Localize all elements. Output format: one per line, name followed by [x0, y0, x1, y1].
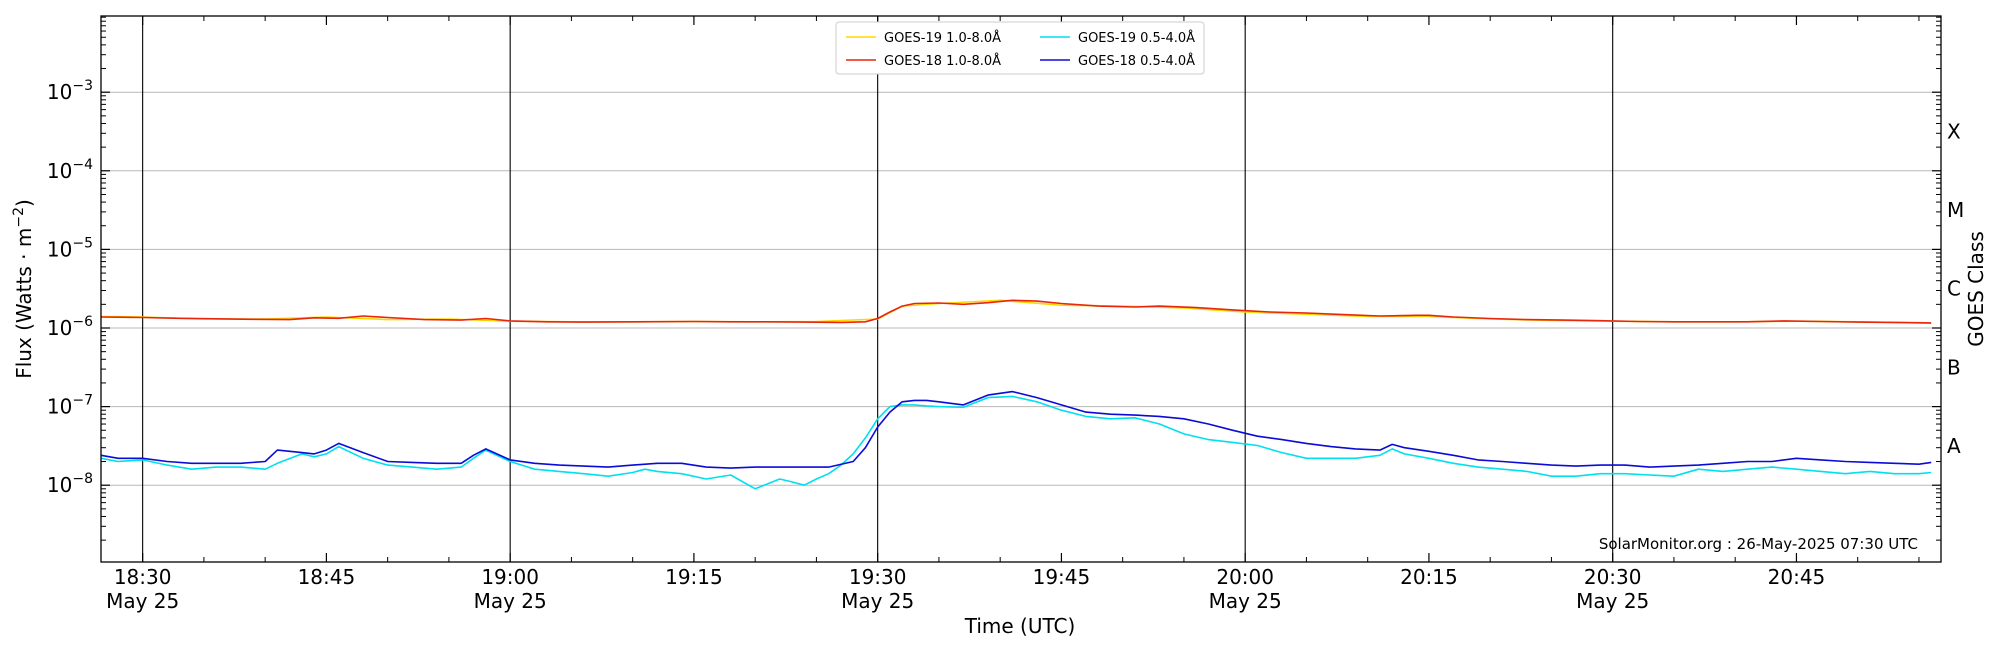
y-tick-base: 10 [47, 80, 72, 104]
y-axis-title-exponent: −2 [11, 207, 27, 228]
y-tick-label: 10−5 [47, 235, 93, 261]
legend-items: GOES-19 1.0-8.0Å GOES-18 1.0-8.0Å GOES-19 … [846, 30, 1195, 69]
x-tick-date: May 25 [106, 589, 179, 613]
x-tick-time: 18:30 [114, 565, 172, 589]
x-tick-time: 18:45 [298, 565, 356, 589]
credit-text: SolarMonitor.org : 26-May-2025 07:30 UTC [1599, 535, 1918, 553]
x-tick-time: 19:15 [665, 565, 723, 589]
goes-class-x: X [1947, 120, 1961, 144]
y-tick-exponent: −8 [72, 471, 93, 487]
y-tick-label: 10−6 [47, 314, 93, 340]
x-tick-date: May 25 [1576, 589, 1649, 613]
legend-label: GOES-18 0.5-4.0Å [1078, 53, 1195, 69]
legend-label: GOES-19 0.5-4.0Å [1078, 30, 1195, 46]
x-tick-time: 19:00 [481, 565, 539, 589]
x-axis-title: Time (UTC) [964, 614, 1076, 638]
goes-class-labels: A B C M X [1947, 120, 1964, 458]
y-tick-label: 10−3 [47, 78, 93, 104]
legend-label: GOES-19 1.0-8.0Å [884, 30, 1001, 46]
vertical-time-lines [142, 16, 1614, 562]
x-tick-date: May 25 [474, 589, 547, 613]
y-tick-exponent: −6 [72, 314, 93, 330]
legend-box [835, 21, 1205, 75]
x-tick-time: 20:45 [1768, 565, 1826, 589]
goes-class-a: A [1947, 434, 1961, 458]
x-tick-date: May 25 [1209, 589, 1282, 613]
y-tick-label: 10−4 [47, 157, 93, 183]
x-tick-time: 19:30 [849, 565, 907, 589]
y-tick-base: 10 [47, 159, 72, 183]
goes-class-b: B [1947, 355, 1961, 379]
legend: GOES-19 1.0-8.0Å GOES-18 1.0-8.0Å GOES-19 … [835, 21, 1205, 75]
y-tick-label: 10−8 [47, 471, 93, 497]
x-tick-date: May 25 [841, 589, 914, 613]
grid-layer [101, 91, 1941, 486]
y-axis-title-main: Flux (Watts · m [12, 228, 36, 379]
legend-label: GOES-18 1.0-8.0Å [884, 53, 1001, 69]
y-tick-exponent: −5 [72, 235, 93, 251]
y-tick-base: 10 [47, 237, 72, 261]
y-tick-exponent: −7 [72, 393, 93, 409]
x-tick-time: 20:15 [1400, 565, 1458, 589]
goes-class-c: C [1947, 277, 1961, 301]
y-tick-label: 10−7 [47, 393, 93, 419]
x-tick-time: 20:00 [1216, 565, 1274, 589]
series-line-4 [100, 390, 1932, 469]
y-tick-base: 10 [47, 316, 72, 340]
x-tick-time: 19:45 [1033, 565, 1091, 589]
goes-class-axis-title: GOES Class [1964, 231, 1988, 347]
series-line-2 [100, 299, 1932, 324]
y-tick-exponent: −3 [72, 78, 93, 94]
series-line-3 [100, 395, 1932, 490]
y-tick-base: 10 [47, 473, 72, 497]
y-tick-exponent: −4 [72, 157, 93, 173]
series-layer [100, 299, 1932, 490]
y-axis-title-close: ) [12, 199, 36, 207]
x-tick-time: 20:30 [1584, 565, 1642, 589]
y-tick-base: 10 [47, 395, 72, 419]
goes-class-m: M [1947, 198, 1964, 222]
plot-frame [100, 15, 1942, 563]
y-axis-title: Flux (Watts · m−2) [11, 199, 36, 379]
